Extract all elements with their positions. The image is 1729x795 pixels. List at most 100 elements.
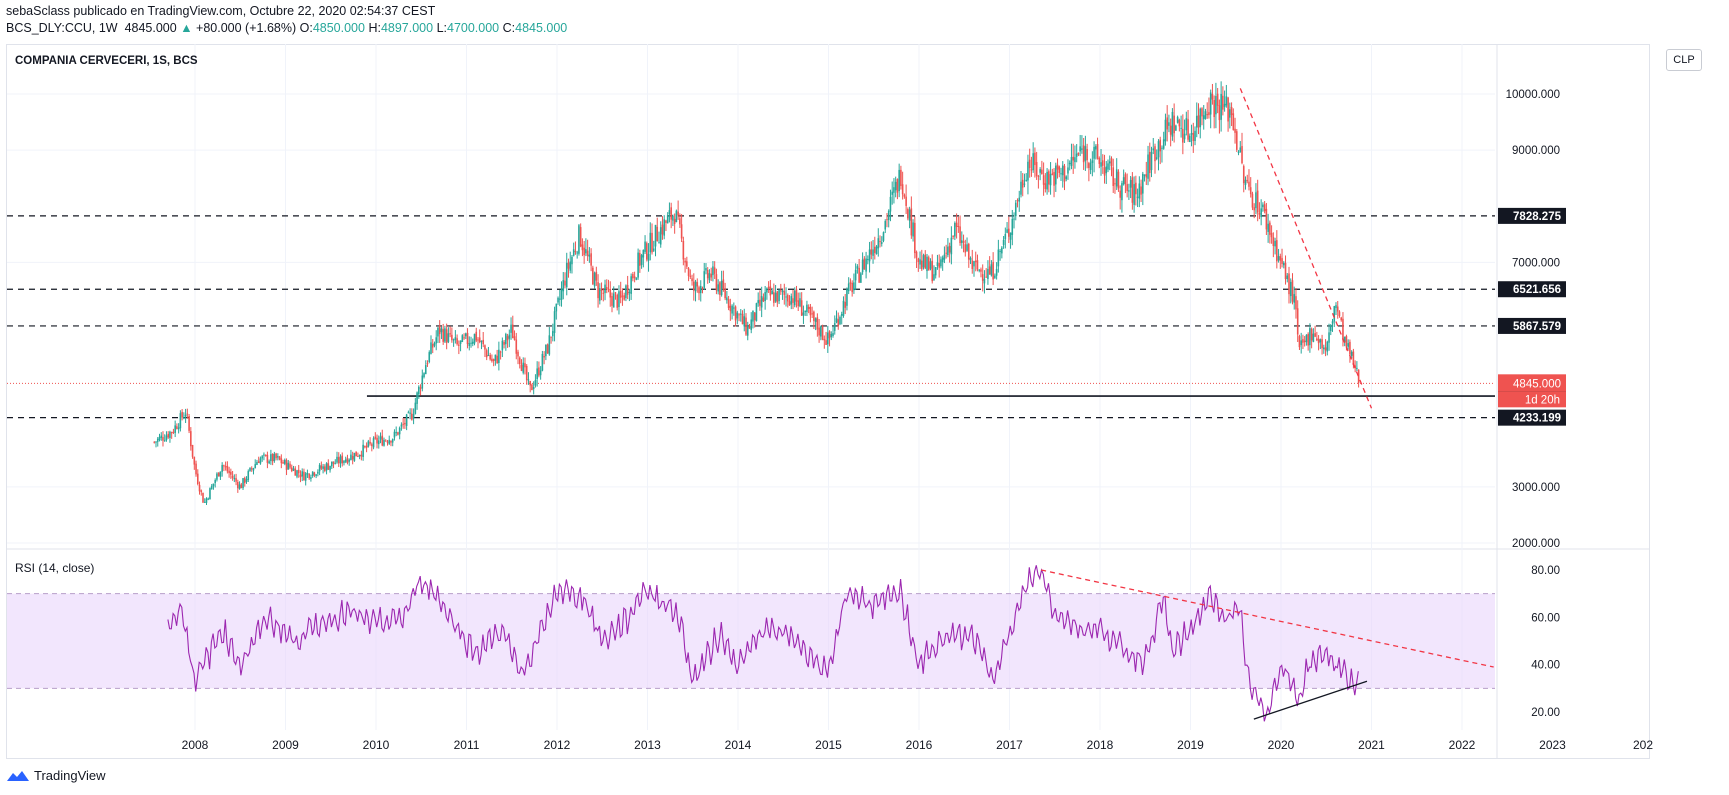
candle-body: [355, 451, 357, 457]
y-tick-label: 10000.000: [1506, 89, 1560, 101]
candle-body: [1202, 115, 1205, 120]
candle-body: [1356, 367, 1358, 369]
candle-body: [538, 367, 540, 376]
candle-body: [221, 465, 223, 472]
candle-body: [990, 264, 993, 276]
candle-body: [468, 343, 471, 347]
candle-body: [1225, 96, 1228, 106]
candle-body: [901, 184, 904, 195]
candle-body: [484, 345, 486, 350]
candle-body: [1302, 339, 1304, 343]
candle-body: [992, 262, 994, 280]
candle-body: [473, 333, 476, 344]
candle-body: [292, 468, 295, 471]
candle-body: [1251, 193, 1254, 208]
candle-body: [1209, 92, 1212, 115]
price-trendline[interactable]: [1239, 88, 1373, 409]
candle-body: [1316, 338, 1318, 341]
candle-body: [665, 220, 667, 223]
candle-body: [833, 323, 836, 331]
candle-body: [783, 291, 786, 295]
candle-body: [943, 254, 946, 260]
candle-body: [753, 312, 756, 321]
candle-body: [1303, 340, 1306, 343]
candle-body: [1223, 103, 1226, 107]
candle-body: [393, 431, 396, 438]
candle-body: [1164, 119, 1167, 142]
y-tick-label: 7000.000: [1512, 257, 1560, 269]
currency-button[interactable]: CLP: [1666, 49, 1702, 71]
low-label: L:: [436, 21, 447, 35]
candle-body: [553, 311, 556, 333]
candle-body: [440, 328, 443, 333]
candle-body: [256, 462, 258, 465]
candle-body: [800, 300, 803, 316]
candle-body: [682, 240, 685, 260]
rsi-trendline[interactable]: [1253, 680, 1368, 720]
candle-body: [494, 354, 497, 361]
candle-body: [322, 466, 324, 469]
candle-body: [430, 342, 432, 354]
rsi-y-tick-label: 60.00: [1531, 612, 1560, 624]
candle-body: [492, 359, 495, 362]
candle-body: [797, 300, 800, 307]
candle-body: [1289, 281, 1292, 297]
candle-body: [1347, 343, 1349, 347]
candle-body: [675, 210, 678, 223]
candle-body: [1336, 306, 1339, 312]
candle-body: [821, 326, 824, 340]
candle-body: [315, 474, 317, 476]
candle-body: [196, 473, 199, 485]
footer-brand[interactable]: TradingView: [6, 768, 106, 783]
candle-body: [405, 414, 408, 426]
candle-body: [505, 334, 507, 345]
candle-body: [364, 446, 366, 448]
candle-body: [275, 453, 277, 459]
candle-body: [277, 456, 279, 458]
candle-body: [311, 471, 314, 477]
candle-body: [719, 282, 721, 295]
candle-body: [670, 207, 672, 220]
candle-body: [477, 339, 479, 341]
candle-body: [974, 260, 977, 263]
candle-body: [252, 468, 255, 471]
candle-body: [1288, 273, 1290, 295]
candle-body: [1065, 176, 1068, 180]
candle-body: [237, 481, 239, 489]
candle-body: [203, 501, 206, 503]
candle-body: [1034, 152, 1036, 166]
candle-body: [156, 438, 159, 442]
candle-body: [1178, 119, 1181, 127]
candle-body: [470, 342, 472, 344]
candle-body: [245, 479, 248, 482]
candle-body: [699, 286, 702, 294]
candle-body: [868, 249, 871, 262]
candle-body: [860, 273, 862, 283]
candle-body: [816, 317, 819, 330]
x-tick-label: 2017: [996, 738, 1023, 752]
candle-body: [642, 249, 645, 258]
candle-body: [1025, 179, 1028, 182]
candle-body: [873, 246, 876, 253]
candle-body: [710, 273, 712, 278]
candle-body: [478, 337, 481, 343]
candle-body: [1079, 146, 1081, 152]
candle-body: [527, 379, 530, 381]
candle-body: [1136, 196, 1139, 198]
candle-body: [1190, 133, 1193, 135]
candle-body: [367, 441, 370, 447]
candle-body: [216, 473, 218, 480]
candle-body: [172, 431, 175, 433]
candle-body: [896, 179, 899, 193]
candle-body: [663, 219, 666, 236]
candle-body: [564, 280, 566, 286]
candle-body: [184, 414, 187, 417]
candle-body: [1183, 133, 1186, 140]
candle-body: [511, 324, 514, 339]
candle-body: [1284, 262, 1287, 280]
candle-body: [773, 292, 775, 303]
candle-body: [592, 267, 594, 285]
candle-body: [257, 461, 260, 463]
candle-body: [332, 461, 335, 464]
